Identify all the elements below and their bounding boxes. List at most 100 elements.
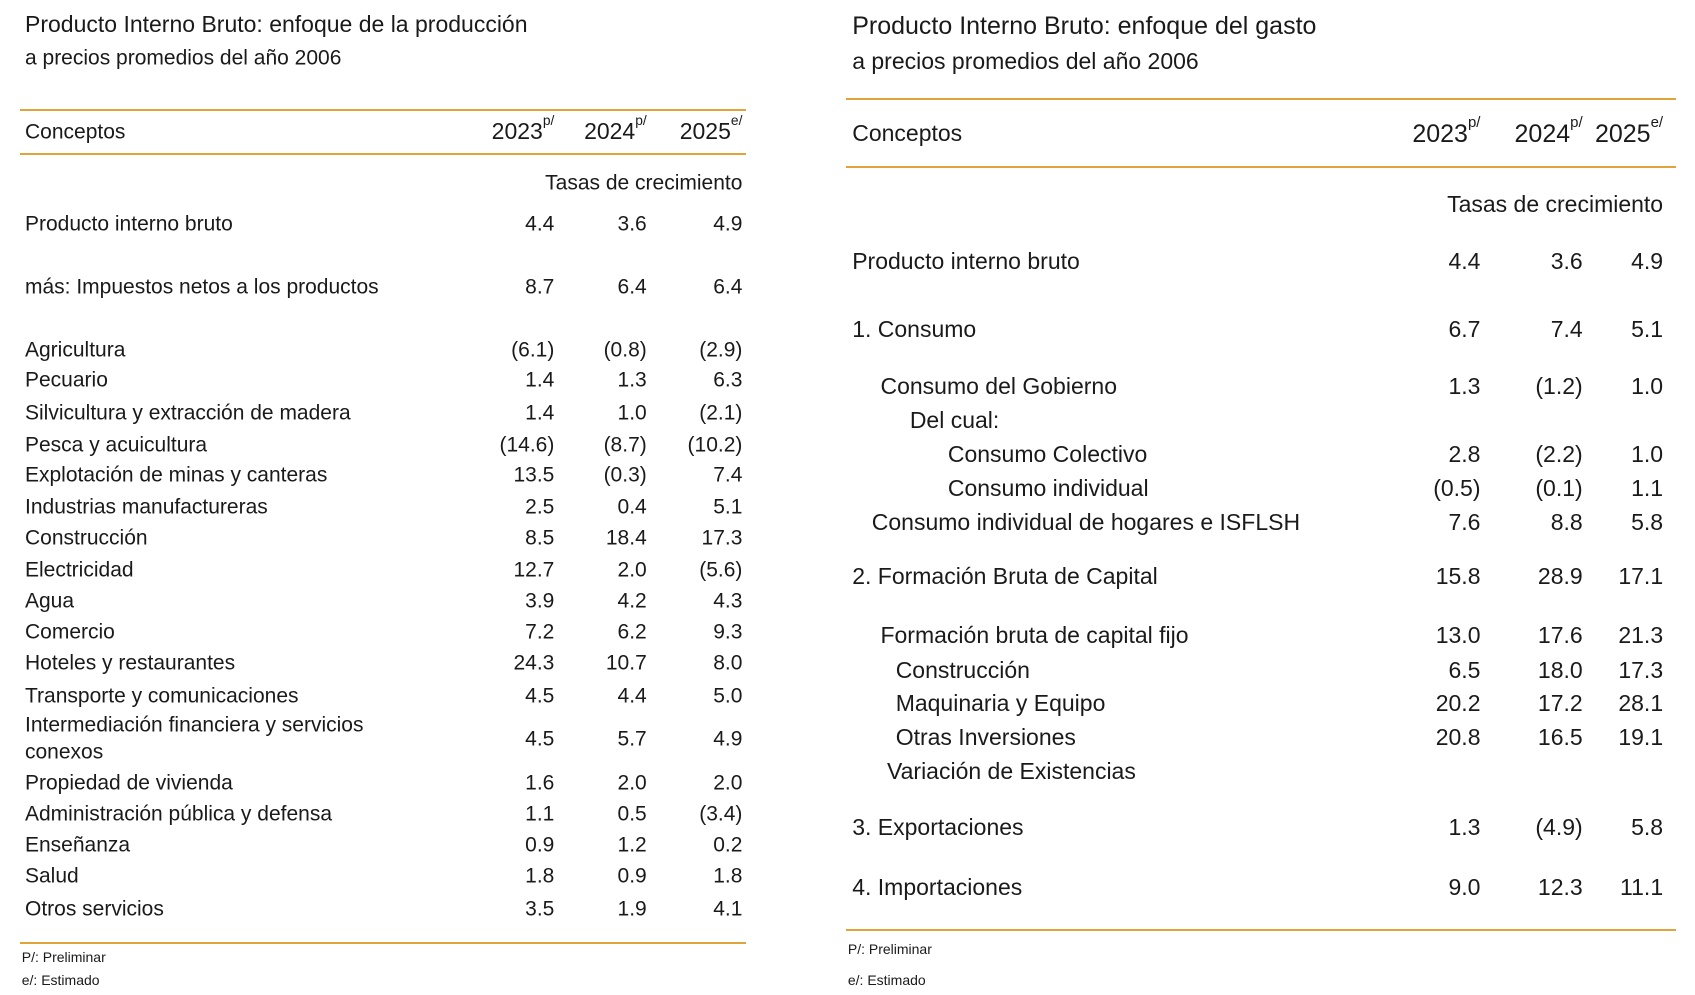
cell-value: 6.7 — [1448, 316, 1481, 343]
cell-value: 17.3 — [701, 526, 743, 550]
cell-value: 0.2 — [713, 832, 743, 856]
cell-value: 1.3 — [617, 368, 647, 392]
header-concept: Conceptos — [25, 119, 126, 143]
cell-value: 7.6 — [1448, 508, 1481, 535]
cell-value: (10.2) — [687, 432, 743, 456]
row-label: Consumo individual — [947, 475, 1149, 502]
rule — [845, 929, 1677, 932]
cell-value: (1.2) — [1535, 373, 1583, 400]
cell-value: 12.3 — [1537, 874, 1583, 901]
cell-value: 6.3 — [713, 368, 743, 392]
row-label: 2. Formación Bruta de Capital — [852, 563, 1158, 590]
cell-value: (0.3) — [603, 463, 647, 487]
row-label: Propiedad de vivienda — [25, 770, 233, 794]
cell-value: 7.2 — [525, 619, 555, 643]
subtitle: a precios promedios del año 2006 — [852, 48, 1199, 75]
year-mark: p/ — [635, 113, 647, 129]
cell-value: 1.6 — [525, 770, 555, 794]
cell-value: 9.3 — [713, 619, 743, 643]
cell-value: 18.0 — [1537, 656, 1583, 683]
cell-value: 8.5 — [525, 526, 555, 550]
cell-value: 4.5 — [525, 727, 555, 751]
cell-value: 17.6 — [1537, 621, 1583, 648]
row-label: Del cual: — [909, 406, 1000, 433]
row-label: Salud — [25, 864, 79, 888]
cell-value: 20.8 — [1435, 724, 1481, 751]
subtitle: a precios promedios del año 2006 — [25, 45, 342, 69]
cell-value: 1.0 — [1631, 373, 1664, 400]
row-label: Enseñanza — [25, 832, 131, 856]
cell-value: 7.4 — [713, 463, 743, 487]
row-label: Formación bruta de capital fijo — [880, 621, 1189, 648]
cell-value: 16.5 — [1537, 724, 1583, 751]
year-header: 2023p/ — [492, 113, 555, 147]
cell-value: 4.9 — [713, 212, 743, 236]
year-header: 2024p/ — [1515, 114, 1583, 150]
row-label: Explotación de minas y canteras — [25, 463, 328, 487]
year: 2024 — [584, 117, 636, 144]
year: 2025 — [679, 117, 731, 144]
cell-value: 5.1 — [1631, 316, 1664, 343]
cell-value: 0.4 — [617, 494, 647, 518]
cell-value: 3.9 — [525, 589, 555, 613]
row-label: Variación de Existencias — [886, 757, 1136, 784]
cell-value: 4.4 — [525, 212, 555, 236]
row-label: Pesca y acuicultura — [25, 432, 208, 456]
cell-value: 10.7 — [605, 651, 647, 675]
cell-value: 6.2 — [617, 619, 647, 643]
cell-value: (8.7) — [603, 432, 647, 456]
cell-value: 7.4 — [1550, 316, 1583, 343]
row-label: 1. Consumo — [852, 316, 977, 343]
cell-value: 8.8 — [1550, 508, 1583, 535]
row-label: Industrias manufactureras — [25, 494, 268, 518]
year-mark: e/ — [1650, 113, 1664, 131]
row-label: Construcción — [25, 526, 148, 550]
year: 2025 — [1594, 119, 1651, 148]
row-label: Consumo del Gobierno — [880, 373, 1117, 400]
cell-value: 0.9 — [525, 832, 555, 856]
title: Producto Interno Bruto: enfoque de la pr… — [25, 11, 528, 38]
cell-value: 20.2 — [1435, 690, 1481, 717]
cell-value: (2.9) — [699, 338, 743, 362]
cell-value: 0.5 — [617, 802, 647, 826]
cell-value: (14.6) — [499, 432, 555, 456]
cell-value: 1.3 — [1448, 373, 1481, 400]
year-mark: p/ — [1467, 113, 1481, 131]
cell-value: 1.4 — [525, 401, 555, 425]
cell-value: 4.4 — [1448, 248, 1481, 275]
cell-value: 4.1 — [713, 897, 743, 921]
cell-value: 28.9 — [1537, 563, 1583, 590]
row-label: Agua — [25, 589, 75, 613]
cell-value: 5.1 — [713, 494, 743, 518]
rule — [845, 166, 1677, 169]
cell-value: (0.5) — [1433, 475, 1481, 502]
year: 2023 — [1412, 119, 1468, 148]
cell-value: 2.0 — [713, 770, 743, 794]
rule — [19, 153, 746, 156]
row-label: Administración pública y defensa — [25, 802, 333, 826]
note: e/: Estimado — [21, 972, 100, 989]
note: P/: Preliminar — [847, 940, 932, 957]
row-label: 3. Exportaciones — [852, 814, 1024, 841]
cell-value: 1.3 — [1448, 814, 1481, 841]
cell-value: 6.4 — [713, 275, 743, 299]
cell-value: (2.2) — [1535, 441, 1583, 468]
cell-value: 4.5 — [525, 684, 555, 708]
cell-value: 0.9 — [617, 864, 647, 888]
row-label: Intermediación financiera y servicios co… — [25, 713, 364, 765]
cell-value: 15.8 — [1435, 563, 1481, 590]
row-label: Pecuario — [25, 368, 108, 392]
row-label: Otros servicios — [25, 897, 164, 921]
unit-label: Tasas de crecimiento — [545, 170, 743, 194]
cell-value: 3.5 — [525, 897, 555, 921]
cell-value: 1.1 — [1631, 475, 1664, 502]
cell-value: 8.7 — [525, 275, 555, 299]
cell-value: 1.8 — [713, 864, 743, 888]
cell-value: 18.4 — [605, 526, 647, 550]
row-label: Consumo individual de hogares e ISFLSH — [871, 508, 1301, 535]
cell-value: (2.1) — [699, 401, 743, 425]
cell-value: 2.0 — [617, 770, 647, 794]
rule — [19, 942, 746, 945]
cell-value: 4.9 — [1631, 248, 1664, 275]
row-label: Consumo Colectivo — [947, 441, 1148, 468]
